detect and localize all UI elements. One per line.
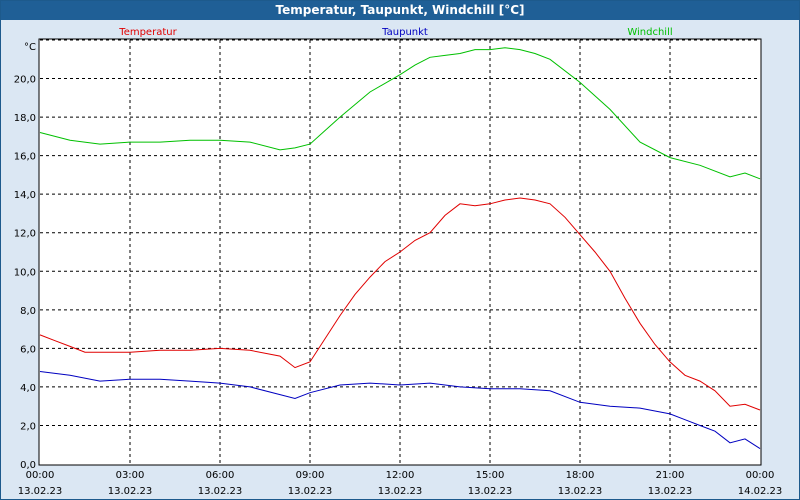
y-tick-label: 14,0 xyxy=(14,190,36,201)
y-tick-label: 20,0 xyxy=(14,75,36,86)
x-tick-date-label: 13.02.23 xyxy=(18,486,63,497)
x-tick-time-label: 15:00 xyxy=(476,470,505,481)
x-tick-date-label: 13.02.23 xyxy=(288,486,333,497)
x-tick-time-label: 18:00 xyxy=(566,470,595,481)
series-line-taupunkt xyxy=(39,371,761,450)
y-tick-label: 12,0 xyxy=(14,229,36,240)
window-title: Temperatur, Taupunkt, Windchill [°C] xyxy=(1,1,799,20)
y-unit-label: °C xyxy=(24,42,36,53)
y-tick-label: 18,0 xyxy=(14,113,36,124)
grid xyxy=(40,39,760,464)
legend: Temperatur Taupunkt Windchill xyxy=(118,27,672,38)
y-tick-label: 16,0 xyxy=(14,152,36,163)
x-tick-time-label: 12:00 xyxy=(386,470,415,481)
x-tick-date-label: 13.02.23 xyxy=(558,486,603,497)
legend-label-windchill: Windchill xyxy=(627,27,672,38)
axis-labels: °C 0,0 2,0 4,0 6,0 8,0 10,0 12,0 14,0 16,0 18,0 20… xyxy=(14,42,783,497)
x-tick-time-label: 09:00 xyxy=(296,470,325,481)
series-line-windchill xyxy=(39,47,761,180)
y-tick-label: 8,0 xyxy=(20,306,36,317)
y-tick-label: 6,0 xyxy=(20,344,36,355)
series-line-temperatur xyxy=(39,197,761,411)
y-tick-label: 4,0 xyxy=(20,383,36,394)
x-tick-time-label: 06:00 xyxy=(206,470,235,481)
series-layer xyxy=(39,47,761,450)
x-tick-date-label: 13.02.23 xyxy=(198,486,243,497)
x-tick-date-label: 13.02.23 xyxy=(108,486,153,497)
x-tick-time-label: 21:00 xyxy=(656,470,685,481)
x-tick-date-label: 13.02.23 xyxy=(648,486,693,497)
x-tick-time-label: 00:00 xyxy=(26,470,55,481)
x-tick-time-label: 00:00 xyxy=(746,470,775,481)
x-tick-date-label: 14.02.23 xyxy=(738,486,783,497)
x-tick-time-label: 03:00 xyxy=(116,470,145,481)
y-tick-label: 2,0 xyxy=(20,421,36,432)
y-tick-label: 10,0 xyxy=(14,267,36,278)
legend-label-temperatur: Temperatur xyxy=(118,27,177,38)
x-tick-date-label: 13.02.23 xyxy=(378,486,423,497)
y-tick-label: 0,0 xyxy=(20,460,36,471)
legend-label-taupunkt: Taupunkt xyxy=(381,27,428,38)
x-tick-date-label: 13.02.23 xyxy=(468,486,513,497)
